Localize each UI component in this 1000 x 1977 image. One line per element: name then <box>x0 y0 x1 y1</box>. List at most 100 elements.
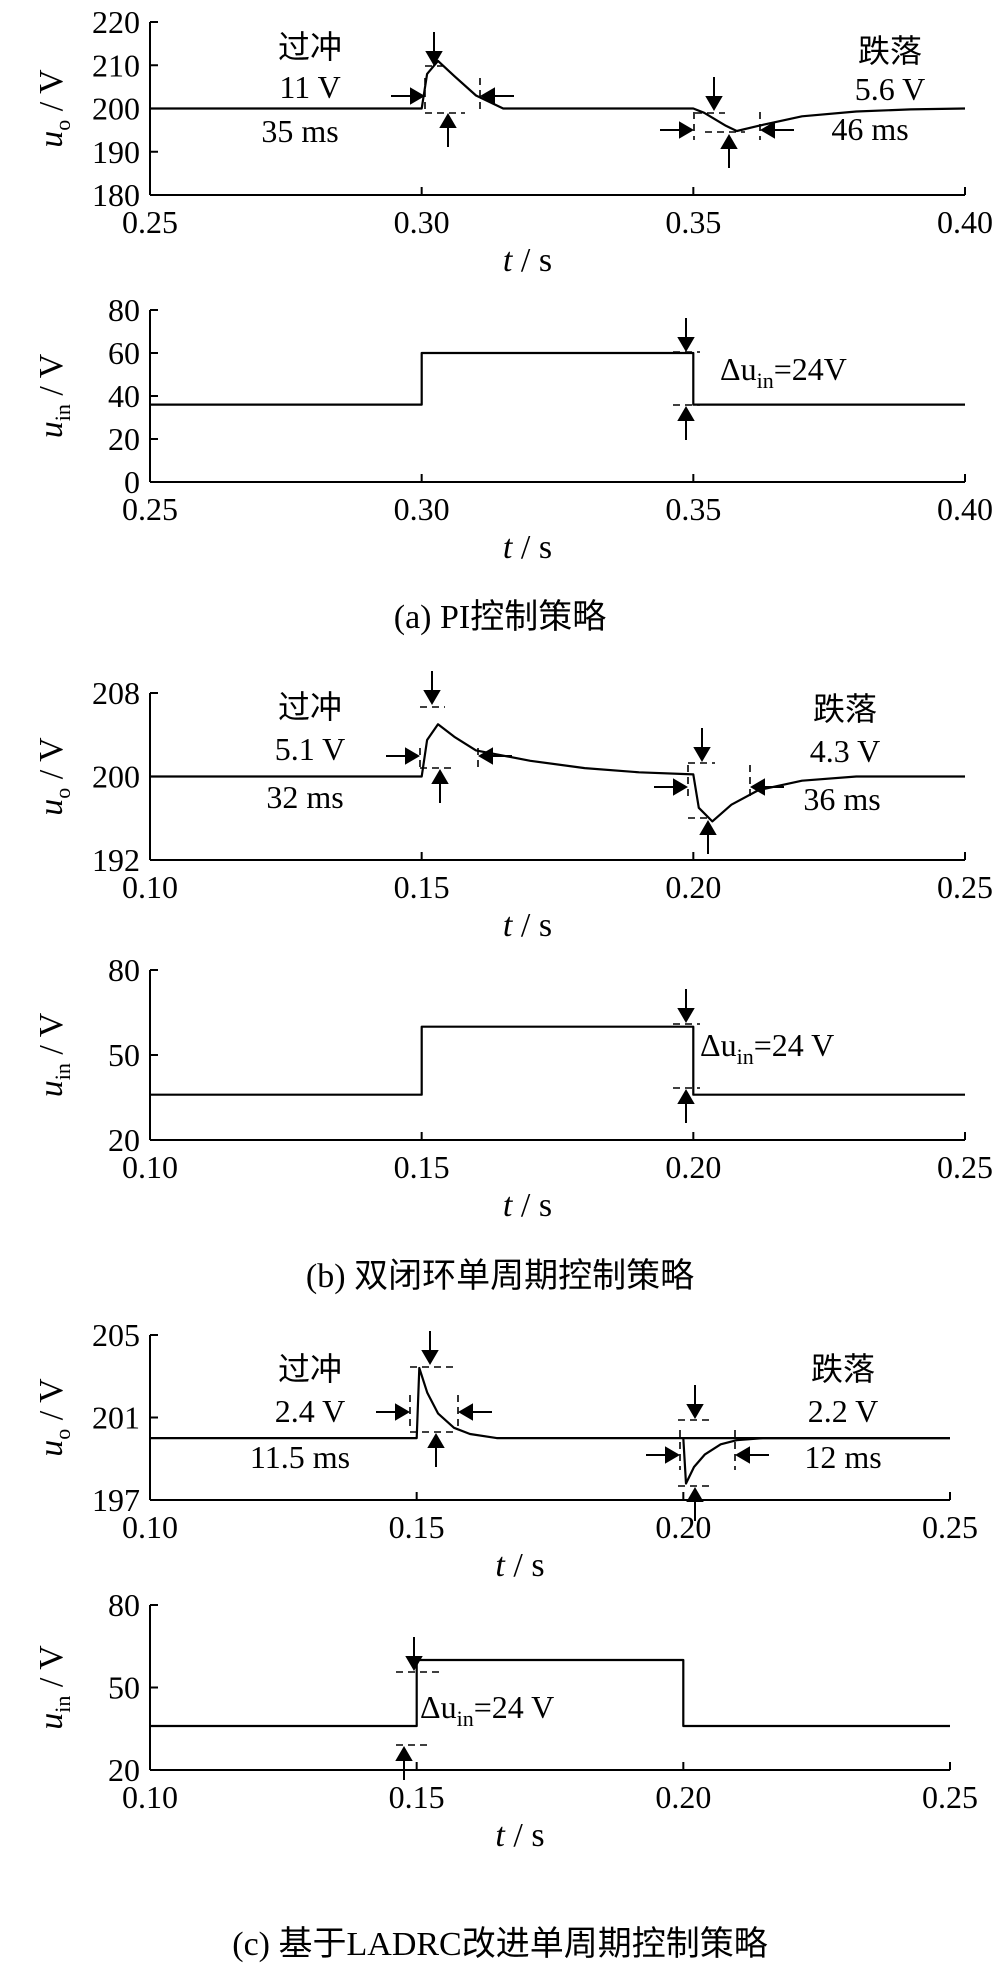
y-tick-label: 60 <box>108 335 140 371</box>
y-tick-label: 200 <box>92 759 140 795</box>
y-axis-label: uin / V <box>33 353 75 438</box>
panel-a-uin: 0.25 0.30 0.35 0.40 80 60 40 20 0 t / s uin / V <box>33 292 993 566</box>
x-axis-label: t / s <box>503 1187 552 1224</box>
arrow-up-icon <box>395 1746 413 1780</box>
arrow-left-icon <box>480 87 514 105</box>
series-line <box>150 1025 965 1096</box>
x-tick-label: 0.15 <box>389 1509 445 1545</box>
x-axis-label: t / s <box>495 1817 544 1854</box>
drop-value-c: 2.2 V <box>808 1393 879 1429</box>
x-tick-label: 0.40 <box>937 491 993 527</box>
panel-b-uin: 0.10 0.15 0.20 0.25 80 50 20 t / s uin / V <box>33 952 993 1224</box>
x-tick-label: 0.25 <box>922 1779 978 1815</box>
x-tick-label: 0.25 <box>937 1149 993 1185</box>
y-tick-label: 20 <box>108 421 140 457</box>
arrow-up-icon <box>431 769 449 803</box>
x-tick-label: 0.15 <box>389 1779 445 1815</box>
y-axis-label: uo / V <box>33 1378 75 1457</box>
caption-c: (c) 基于LADRC改进单周期控制策略 <box>232 1925 767 1963</box>
delta-label-b: Δuin=24 V <box>700 1027 834 1069</box>
arrow-right-icon <box>660 121 694 139</box>
y-tick-label: 180 <box>92 177 140 213</box>
x-tick-label: 0.10 <box>122 1509 178 1545</box>
series-line <box>682 1436 950 1485</box>
y-tick-label: 80 <box>108 292 140 328</box>
series-line <box>150 1366 950 1440</box>
arrow-down-icon <box>705 77 723 111</box>
overshoot-value-c: 2.4 V <box>275 1393 346 1429</box>
y-tick-label: 50 <box>108 1037 140 1073</box>
y-axis-label: uo / V <box>33 69 75 148</box>
delta-label-a: Δuin=24V <box>720 351 847 393</box>
annotations: 过冲 11 V 35 ms 跌落 5.6 V 46 ms 过冲 5.1 V 32… <box>232 29 925 1963</box>
panel-c-uin: 0.10 0.15 0.20 0.25 80 50 20 t / s uin / V <box>33 1587 978 1854</box>
arrow-right-icon <box>391 87 425 105</box>
y-tick-label: 192 <box>92 842 140 878</box>
panel-a-uo: 0.25 0.30 0.35 0.40 220 210 200 190 180 t / s uo /… <box>33 4 993 279</box>
y-axis-label: uo / V <box>33 737 75 816</box>
y-tick-label: 80 <box>108 952 140 988</box>
y-tick-label: 220 <box>92 4 140 40</box>
caption-b: (b) 双闭环单周期控制策略 <box>306 1257 694 1295</box>
arrow-down-icon <box>423 671 441 705</box>
arrow-down-icon <box>425 32 443 66</box>
overshoot-label-a: 过冲 <box>278 29 342 65</box>
x-axis-label: t / s <box>503 242 552 279</box>
x-tick-label: 0.30 <box>394 204 450 240</box>
overshoot-time-c: 11.5 ms <box>250 1439 350 1475</box>
x-tick-label: 0.35 <box>665 491 721 527</box>
series-line <box>150 351 965 406</box>
overshoot-time-a: 35 ms <box>261 113 338 149</box>
y-tick-label: 200 <box>92 91 140 127</box>
drop-time-c: 12 ms <box>804 1439 881 1475</box>
y-tick-label: 197 <box>92 1482 140 1518</box>
arrow-right-icon <box>376 1403 410 1421</box>
x-tick-label: 0.10 <box>122 869 178 905</box>
x-tick-label: 0.25 <box>922 1509 978 1545</box>
overshoot-time-b: 32 ms <box>266 779 343 815</box>
arrow-left-icon <box>735 1446 769 1464</box>
arrow-up-icon <box>686 1487 704 1521</box>
drop-time-a: 46 ms <box>831 111 908 147</box>
x-tick-label: 0.25 <box>122 491 178 527</box>
y-tick-label: 80 <box>108 1587 140 1623</box>
arrow-up-icon <box>720 134 738 168</box>
x-tick-label: 0.10 <box>122 1779 178 1815</box>
overshoot-value-b: 5.1 V <box>275 731 346 767</box>
arrow-left-icon <box>458 1403 492 1421</box>
arrow-up-icon <box>427 1433 445 1467</box>
arrow-up-icon <box>699 820 717 854</box>
overshoot-label-b: 过冲 <box>278 689 342 725</box>
x-tick-label: 0.20 <box>665 869 721 905</box>
arrow-up-icon <box>677 406 695 440</box>
arrow-right-icon <box>646 1446 680 1464</box>
delta-label-c: Δuin=24 V <box>420 1689 554 1731</box>
x-tick-label: 0.10 <box>122 1149 178 1185</box>
x-axis-label: t / s <box>495 1547 544 1584</box>
arrow-down-icon <box>686 1385 704 1419</box>
drop-label-c: 跌落 <box>811 1351 875 1387</box>
arrow-left-icon <box>750 778 784 796</box>
arrow-up-icon <box>439 113 457 147</box>
x-tick-label: 0.40 <box>937 204 993 240</box>
x-tick-label: 0.20 <box>655 1779 711 1815</box>
measurement-marks <box>376 32 794 1780</box>
x-tick-label: 0.20 <box>665 1149 721 1185</box>
x-axis-label: t / s <box>503 907 552 944</box>
x-axis-label: t / s <box>503 529 552 566</box>
arrow-down-icon <box>421 1331 439 1365</box>
y-axis-label: uin / V <box>33 1645 75 1730</box>
x-tick-label: 0.30 <box>394 491 450 527</box>
drop-value-a: 5.6 V <box>855 71 926 107</box>
x-tick-label: 0.35 <box>665 204 721 240</box>
drop-time-b: 36 ms <box>803 781 880 817</box>
arrow-down-icon <box>677 318 695 352</box>
panel-c-uo: 0.10 0.15 0.20 0.25 205 201 197 t / s uo / V <box>33 1317 978 1584</box>
x-tick-label: 0.20 <box>655 1509 711 1545</box>
overshoot-label-c: 过冲 <box>278 1351 342 1387</box>
drop-label-b: 跌落 <box>813 691 877 727</box>
drop-value-b: 4.3 V <box>810 733 881 769</box>
series-line <box>150 59 966 133</box>
